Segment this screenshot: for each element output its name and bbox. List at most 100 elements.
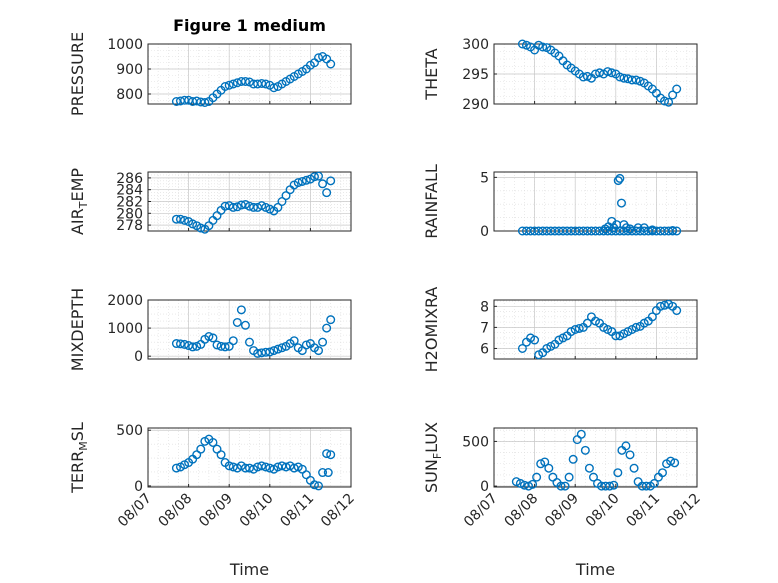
data-point	[574, 323, 584, 333]
data-point	[322, 323, 332, 333]
data-point	[277, 343, 287, 353]
data-point	[277, 196, 287, 206]
x-tick-label: 08/08	[502, 491, 542, 531]
data-point	[240, 320, 250, 330]
data-point	[633, 223, 643, 233]
data-point	[216, 450, 226, 460]
subplot-2: 290 295 300 THETA	[422, 37, 698, 113]
data-point	[293, 178, 303, 188]
y-tick-label: 7	[480, 320, 489, 336]
x-axis-label: Time	[229, 560, 269, 579]
subplot-5: 0 1000 2000 MIXDEPTH	[68, 288, 352, 371]
y-tick-label: 282	[116, 195, 143, 211]
data-point	[532, 472, 542, 482]
subplot-6: 6 7 8 H2OMIXRA	[422, 287, 698, 372]
data-point	[615, 173, 625, 183]
data-point	[240, 199, 250, 209]
data-point	[524, 481, 534, 491]
data-point	[228, 202, 238, 212]
y-tick-label: 500	[462, 434, 489, 450]
data-point	[204, 332, 214, 342]
y-tick-label: 286	[116, 171, 143, 187]
y-tick-label: 900	[116, 62, 143, 78]
data-point	[584, 463, 594, 473]
x-tick-label: 08/11	[277, 491, 317, 531]
data-point	[580, 445, 590, 455]
data-point	[175, 214, 185, 224]
data-point	[228, 336, 238, 346]
data-point	[664, 97, 674, 107]
data-point	[318, 468, 328, 478]
data-point	[639, 223, 649, 233]
data-point	[249, 202, 259, 212]
data-point	[314, 346, 324, 356]
data-point	[668, 225, 678, 235]
data-point	[192, 96, 202, 106]
data-point	[615, 72, 625, 82]
data-point	[188, 342, 198, 352]
data-point	[224, 461, 234, 471]
data-point	[582, 318, 592, 328]
chart-title: Figure 1 medium	[173, 16, 326, 35]
data-point	[171, 463, 181, 473]
y-tick-label: 8	[480, 299, 489, 315]
data-point	[265, 347, 275, 357]
data-point	[621, 223, 631, 233]
subplot-8: 0 500 08/07 08/08 08/09 08/10 08/11 08/12 Time SU…	[422, 422, 704, 579]
data-point	[208, 333, 218, 343]
data-point	[672, 226, 682, 236]
y-axis-label-2: THETA	[422, 48, 441, 100]
x-tick-label: 08/10	[237, 491, 277, 531]
axes-box	[493, 171, 698, 232]
subplot-7: 0 500 08/07 08/08 08/09 08/10 08/11 08/12 Time TE…	[68, 422, 358, 579]
data-point	[647, 225, 657, 235]
data-point	[568, 454, 578, 464]
x-tick-label: 08/09	[196, 491, 236, 531]
data-point	[544, 463, 554, 473]
data-point	[668, 90, 678, 100]
y-tick-label: 500	[116, 423, 143, 439]
data-point	[297, 176, 307, 186]
data-point	[611, 331, 621, 341]
y-axis-label-7: TERRMSL	[68, 422, 90, 494]
data-point	[322, 188, 332, 198]
data-point	[326, 59, 336, 69]
data-point	[309, 480, 319, 490]
data-point	[538, 42, 548, 52]
y-tick-label: 278	[116, 218, 143, 234]
axes-frame	[493, 299, 698, 360]
data-point	[232, 317, 242, 327]
data-point	[582, 71, 592, 81]
y-axis-label-1: PRESSURE	[68, 32, 87, 116]
data-point	[605, 481, 615, 491]
y-tick-label: 6	[480, 341, 489, 357]
data-point	[322, 449, 332, 459]
y-axis-label-4: RAINFALL	[422, 164, 441, 239]
data-point	[619, 73, 629, 83]
subplot-4: 0 5 RAINFALL	[422, 164, 698, 240]
data-point	[641, 481, 651, 491]
data-point	[257, 461, 267, 471]
subplot-1: 800 900 1000 Figure 1 medium PRESSURE	[68, 16, 352, 116]
axes-frame	[147, 427, 352, 488]
x-tick-label: 08/12	[318, 491, 358, 531]
y-tick-label: 300	[462, 37, 489, 53]
data-point	[616, 198, 626, 208]
y-tick-label: 5	[480, 170, 489, 186]
data-point	[666, 456, 676, 466]
data-point	[540, 457, 550, 467]
data-point	[196, 223, 206, 233]
data-point	[208, 437, 218, 447]
data-point	[326, 450, 336, 460]
y-tick-label: 280	[116, 206, 143, 222]
y-tick-label: 800	[116, 87, 143, 103]
data-point	[281, 191, 291, 201]
data-point	[564, 472, 574, 482]
y-tick-label: 290	[462, 97, 489, 113]
data-point	[635, 76, 645, 86]
y-tick-label: 0	[134, 349, 143, 365]
data-point	[588, 472, 598, 482]
data-point	[660, 96, 670, 106]
data-point	[318, 179, 328, 189]
data-point	[261, 462, 271, 472]
